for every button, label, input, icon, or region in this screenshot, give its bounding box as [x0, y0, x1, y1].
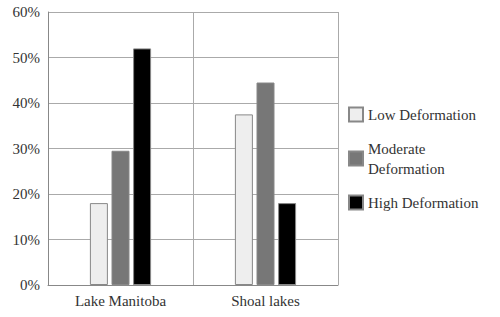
svg-text:High Deformation: High Deformation	[368, 195, 479, 211]
svg-text:60%: 60%	[13, 4, 41, 20]
svg-text:Moderate: Moderate	[368, 141, 429, 157]
svg-text:Deformation: Deformation	[368, 161, 445, 177]
svg-text:50%: 50%	[13, 50, 41, 66]
svg-text:40%: 40%	[13, 95, 41, 111]
svg-text:Shoal lakes: Shoal lakes	[231, 293, 300, 309]
svg-text:10%: 10%	[13, 232, 41, 248]
svg-text:Lake Manitoba: Lake Manitoba	[75, 293, 167, 309]
svg-text:30%: 30%	[13, 141, 41, 157]
svg-text:Low Deformation: Low Deformation	[368, 107, 476, 123]
svg-text:0%: 0%	[20, 277, 40, 293]
svg-text:20%: 20%	[13, 186, 41, 202]
